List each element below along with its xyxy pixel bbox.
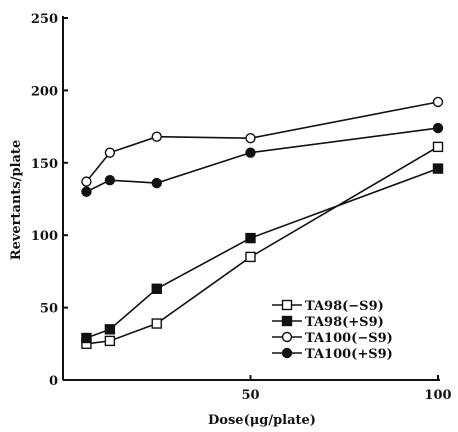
series-layer xyxy=(81,96,444,349)
legend-marker xyxy=(281,299,293,311)
data-point xyxy=(151,131,162,142)
data-point xyxy=(81,176,92,187)
legend-item: TA100(+S9) xyxy=(272,347,393,362)
series-line xyxy=(85,101,439,183)
data-point xyxy=(81,332,92,344)
data-point xyxy=(151,318,162,329)
legend-marker xyxy=(281,331,293,343)
y-axis-title: Revertants/plate xyxy=(9,140,24,260)
data-point xyxy=(151,283,162,294)
tick-marks: 0 50 100 150 200 250 50 100 xyxy=(31,12,452,403)
legend: TA98(−S9)TA98(+S9)TA100(−S9)TA100(+S9) xyxy=(272,299,393,362)
legend-marker xyxy=(281,347,293,359)
y-tick-label: 250 xyxy=(31,12,58,27)
data-point xyxy=(432,163,444,174)
y-tick-label: 150 xyxy=(31,157,58,172)
series-2 xyxy=(81,163,444,344)
data-point xyxy=(432,96,444,108)
data-point xyxy=(151,177,162,189)
legend-item: TA100(−S9) xyxy=(272,331,393,346)
series-line xyxy=(86,167,439,339)
data-point xyxy=(245,251,256,263)
x-axis-title: Dose(μg/plate) xyxy=(208,413,316,428)
y-tick-label: 50 xyxy=(40,302,58,317)
data-point xyxy=(245,132,256,144)
series-1 xyxy=(81,141,444,349)
legend-label: TA100(+S9) xyxy=(305,347,393,362)
legend-item: TA98(+S9) xyxy=(272,315,384,330)
legend-label: TA100(−S9) xyxy=(305,331,393,346)
data-point xyxy=(432,122,444,134)
data-point xyxy=(104,335,116,347)
y-tick-label: 200 xyxy=(31,84,58,99)
series-line xyxy=(86,146,439,345)
data-point xyxy=(104,174,116,186)
x-tick-label: 100 xyxy=(424,388,451,403)
data-point xyxy=(104,147,116,158)
legend-item: TA98(−S9) xyxy=(272,299,384,314)
series-line xyxy=(86,127,439,193)
data-point xyxy=(432,141,444,153)
data-point xyxy=(245,232,256,244)
legend-label: TA98(−S9) xyxy=(305,299,384,314)
data-point xyxy=(104,324,116,335)
series-4 xyxy=(81,122,444,197)
x-tick-label: 50 xyxy=(241,388,259,403)
legend-marker xyxy=(281,315,293,327)
y-tick-label: 0 xyxy=(49,374,58,389)
data-point xyxy=(81,186,92,197)
y-tick-label: 100 xyxy=(31,229,58,244)
series-3 xyxy=(81,96,444,187)
legend-label: TA98(+S9) xyxy=(305,315,384,330)
data-point xyxy=(245,147,256,158)
